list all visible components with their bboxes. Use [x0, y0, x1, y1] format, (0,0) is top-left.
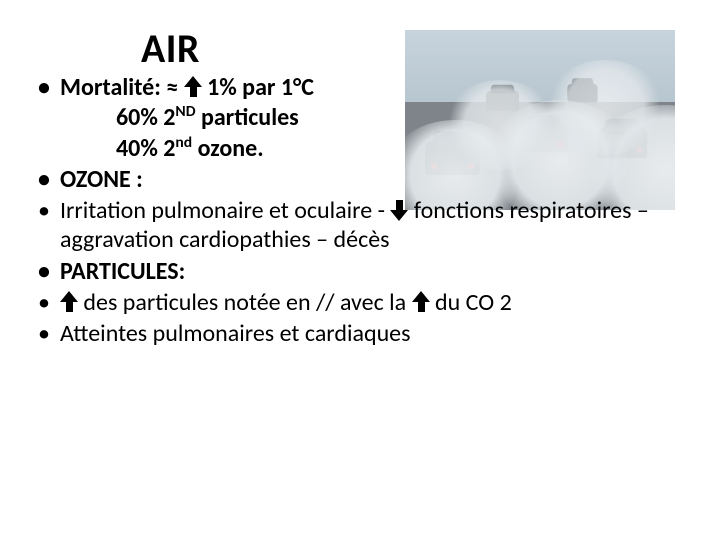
arrow-up-icon — [412, 292, 430, 312]
arrow-up-icon — [184, 77, 202, 97]
mortalite-block: Mortalité: ≈ 1% par 1°C 60% 2ND particul… — [36, 73, 396, 163]
text: Mortalité: ≈ — [60, 73, 184, 102]
ozone-heading: OZONE : — [36, 165, 684, 194]
particules-b2: Atteintes pulmonaires et cardiaques — [36, 319, 684, 348]
text: 1% par 1°C — [202, 73, 314, 102]
arrow-up-icon — [60, 292, 78, 312]
ozone-block: OZONE : Irritation pulmonaire et oculair… — [36, 165, 684, 255]
particules-heading: PARTICULES: — [36, 257, 684, 286]
mortalite-line: Mortalité: ≈ 1% par 1°C 60% 2ND particul… — [36, 73, 396, 163]
arrow-down-icon — [390, 200, 408, 220]
particules-b1: des particules notée en // avec la du CO… — [36, 288, 684, 317]
ozone-text: Irritation pulmonaire et oculaire - fonc… — [36, 196, 684, 255]
mortalite-sub1: 60% 2ND particules — [60, 102, 396, 132]
mortalite-sub2: 40% 2nd ozone. — [60, 133, 396, 163]
particules-block: PARTICULES: des particules notée en // a… — [36, 257, 684, 349]
slide: AIR Mortalité: ≈ 1% par 1°C 60% 2ND part… — [0, 0, 720, 540]
